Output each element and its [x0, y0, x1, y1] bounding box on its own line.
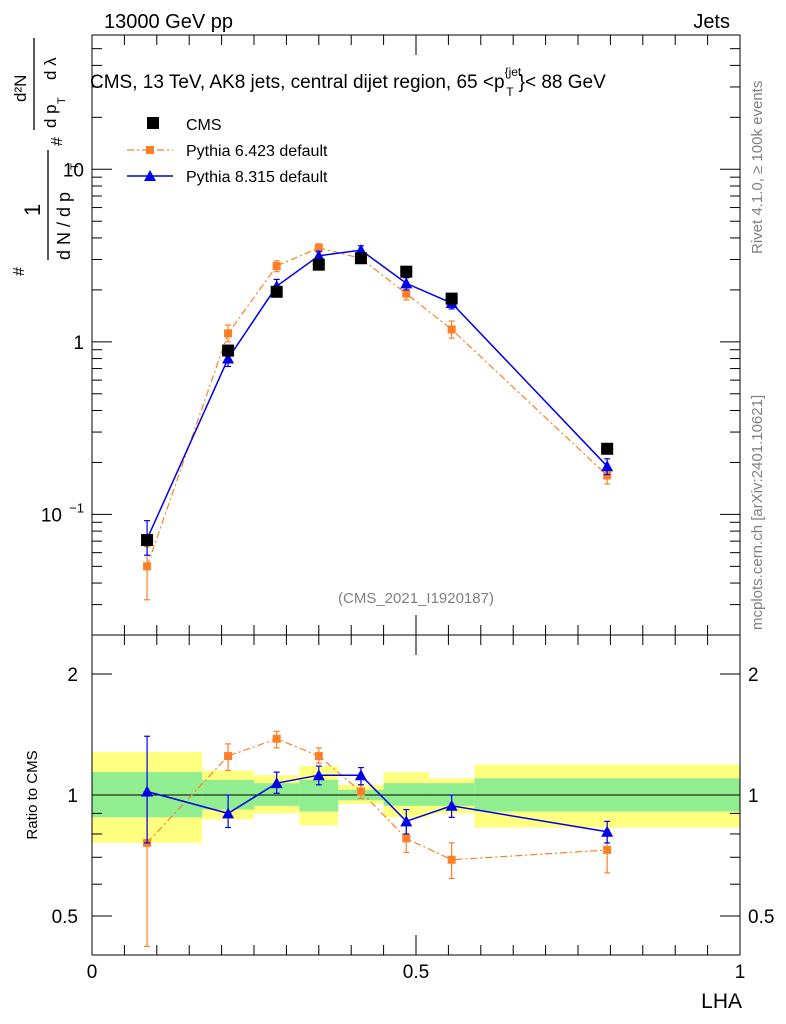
cms-point — [141, 534, 154, 547]
ylabel-hash-1: # — [11, 267, 28, 276]
ratio-ytick-label-right: 0.5 — [748, 907, 774, 928]
rivet-version-label: Rivet 4.1.0, ≥ 100k events — [749, 81, 766, 254]
legend-cms-marker — [147, 117, 159, 129]
py6-point — [314, 243, 323, 252]
py8-point — [400, 277, 413, 289]
ylabel-one: 1 — [20, 204, 45, 216]
legend-py8-label: Pythia 8.315 default — [186, 169, 328, 186]
header-energy: 13000 GeV pp — [104, 11, 233, 33]
main-y-axis-label: # 1 d N / d p T # d²N d p T d λ — [11, 38, 81, 276]
py6-point — [272, 262, 281, 271]
cms-point — [601, 442, 614, 455]
plot-title: CMS, 13 TeV, AK8 jets, central dijet reg… — [90, 65, 606, 99]
ratio-py8-point — [601, 825, 614, 837]
ratio-py8-point — [141, 785, 154, 797]
py8-point — [312, 249, 325, 261]
ratio-ytick-label-left: 0.5 — [52, 907, 78, 928]
py6-point — [143, 562, 152, 571]
legend-py6-marker — [146, 146, 154, 154]
ylabel-d2N: d²N — [11, 75, 30, 102]
ratio-band-green — [383, 783, 429, 806]
ratio-py8-point — [400, 815, 413, 827]
ratio-ytick-label-right: 2 — [748, 665, 759, 686]
py8-point — [222, 352, 235, 364]
legend-cms-label: CMS — [186, 117, 222, 134]
ratio-py8-point — [270, 777, 283, 789]
ylabel-hash-2: # — [49, 137, 66, 146]
ratio-py6-point — [603, 845, 612, 854]
cms-point — [222, 344, 235, 357]
ratio-tick-labels: 0.5 0.5 1 1 2 2 0 0.5 1 — [52, 665, 775, 983]
header-jets: Jets — [693, 11, 730, 33]
legend-py6-label: Pythia 6.423 default — [186, 143, 328, 160]
main-axes-ticks — [91, 34, 741, 636]
ratio-py8-line — [146, 774, 608, 833]
main-ytick-exponent: −1 — [69, 500, 84, 515]
cms-point — [312, 258, 325, 271]
legend: CMS Pythia 6.423 default Pythia 8.315 de… — [127, 117, 328, 186]
main-ytick-label: 1 — [73, 333, 84, 354]
cms-point — [400, 265, 413, 278]
x-axis-label: LHA — [701, 990, 742, 1013]
ratio-py6-point — [356, 787, 365, 796]
ratio-frame — [91, 634, 741, 956]
cms-point — [445, 292, 458, 305]
ratio-ytick-label-left: 1 — [67, 786, 78, 807]
py8-point — [601, 460, 614, 472]
xtick-label: 0 — [87, 962, 98, 983]
analysis-watermark: (CMS_2021_I1920187) — [338, 590, 494, 607]
ratio-ytick-label-left: 2 — [67, 665, 78, 686]
cms-point — [354, 252, 367, 265]
ylabel-T2: T — [56, 97, 68, 104]
ratio-band-green — [254, 783, 300, 806]
ratio-py6-point — [314, 752, 323, 761]
py8-line — [146, 249, 608, 540]
xtick-label: 0.5 — [403, 962, 429, 983]
ratio-panel: 0.5 0.5 1 1 2 2 0 0.5 1 Ratio to CMS LHA — [24, 634, 775, 1013]
ylabel-dN: d N / d p — [54, 192, 74, 260]
py6-line — [146, 247, 608, 567]
mcplots-label: mcplots.cern.ch [arXiv:2401.10621] — [749, 395, 766, 630]
ylabel-T1: T — [69, 163, 81, 170]
ratio-data — [141, 730, 614, 948]
ratio-py8-point — [445, 799, 458, 811]
main-data — [141, 243, 614, 601]
py6-point — [603, 471, 612, 480]
ratio-py8-point — [312, 769, 325, 781]
ratio-ytick-label-right: 1 — [748, 786, 759, 807]
main-ytick-labels: 10 −1 1 10 — [41, 160, 84, 526]
legend-py8-marker — [144, 170, 156, 181]
ratio-py6-point — [272, 734, 281, 743]
py6-point — [402, 289, 411, 298]
ylabel-dp: d p — [41, 104, 60, 128]
ratio-y-axis-label: Ratio to CMS — [24, 750, 41, 839]
ratio-py6-point — [224, 752, 233, 761]
cms-point — [270, 285, 283, 298]
main-panel: 10 −1 1 10 CMS, 13 TeV, AK8 jets, central d… — [11, 34, 741, 636]
main-ytick-label: 10 — [63, 160, 84, 181]
ratio-py6-line — [146, 738, 608, 861]
ratio-py6-point — [447, 855, 456, 864]
ylabel-dlambda: d λ — [41, 57, 60, 80]
xtick-label: 1 — [735, 962, 746, 983]
py6-point — [447, 325, 456, 334]
ratio-py8-point — [222, 807, 235, 819]
ratio-py8-point — [354, 769, 367, 781]
main-ytick-label: 10 — [41, 505, 62, 526]
ratio-py6-point — [402, 834, 411, 843]
py6-point — [224, 329, 233, 338]
